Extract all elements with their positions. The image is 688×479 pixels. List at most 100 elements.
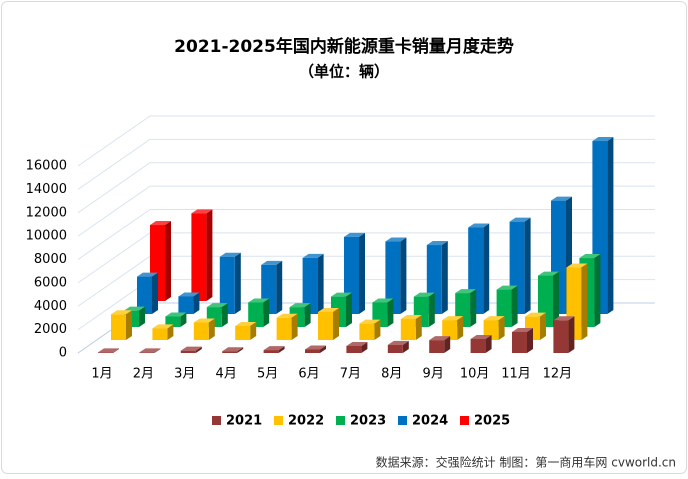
bar-top (191, 209, 213, 214)
grid-line (77, 185, 655, 237)
bar-top (426, 241, 448, 246)
y-tick-label: 8000 (34, 252, 67, 267)
bar-top (331, 292, 352, 297)
bar-side (457, 316, 464, 340)
bar-side (387, 298, 394, 327)
bar-side (263, 298, 270, 327)
bar-side (594, 254, 601, 327)
bar-side (483, 223, 490, 314)
chart-title: 2021-2025年国内新能源重卡销量月度走势 (174, 36, 514, 57)
chart-subtitle: （单位：辆） (299, 63, 389, 81)
bar-side (441, 241, 448, 314)
bar-top (579, 254, 601, 259)
bar-top (455, 289, 477, 294)
bar-top (124, 306, 145, 311)
bar-front (302, 257, 318, 314)
bar-front (442, 320, 458, 340)
bar-side (317, 253, 324, 314)
bar-side (581, 263, 588, 340)
bar (496, 285, 518, 327)
legend-swatch (212, 416, 221, 425)
bar-side (511, 285, 518, 327)
y-tick-label: 0 (59, 346, 67, 361)
bar-front (305, 349, 320, 353)
x-tick-label: 4月 (216, 367, 237, 382)
bar-top (178, 292, 200, 297)
bar-side (498, 316, 505, 340)
bar-top (276, 313, 298, 318)
bar-top (137, 272, 158, 277)
bar-side (234, 252, 241, 314)
bar-side (402, 340, 409, 353)
bar-top (525, 312, 546, 317)
bar-top (509, 217, 531, 222)
bar-top (553, 316, 575, 321)
bar-top (139, 348, 161, 353)
bar-front (137, 276, 152, 314)
bar (152, 324, 174, 340)
bar-front (193, 322, 209, 340)
bar-front (191, 213, 207, 301)
bar (442, 316, 464, 340)
y-tick-label: 10000 (26, 229, 67, 244)
bar-top (470, 334, 492, 339)
y-tick-label: 6000 (34, 275, 67, 290)
bar (359, 319, 381, 340)
bar-top (152, 324, 174, 329)
bar-side (374, 319, 381, 340)
legend-label: 2022 (288, 414, 324, 429)
bar (512, 327, 533, 353)
bar-top (318, 307, 339, 312)
bar-side (193, 292, 200, 314)
bar-top (538, 271, 559, 276)
bar (219, 252, 241, 314)
bar-front (346, 345, 362, 353)
bar-side (540, 312, 546, 340)
x-tick-label: 8月 (381, 367, 402, 382)
legend-swatch (398, 416, 407, 425)
legend-label: 2023 (350, 414, 386, 429)
bar (191, 209, 213, 301)
bar-side (304, 303, 311, 327)
grid-line (77, 138, 655, 190)
bar-top (512, 327, 533, 332)
grid-line (77, 162, 655, 214)
bar (193, 318, 215, 340)
bar-front (470, 338, 486, 353)
x-tick-label: 3月 (174, 367, 195, 382)
bar-side (553, 271, 559, 327)
bar-front (111, 314, 126, 340)
bar-side (527, 327, 533, 353)
bar-top (165, 312, 187, 317)
bar-top (193, 318, 215, 323)
bar-front (235, 325, 251, 340)
bar-top (387, 340, 409, 345)
bar-front (248, 302, 264, 327)
bar-top (111, 310, 132, 315)
bar (429, 336, 451, 353)
bar-front (553, 320, 569, 353)
bar-top (566, 263, 588, 268)
bar-front (263, 350, 279, 353)
bar (468, 223, 490, 314)
bar (346, 341, 368, 353)
x-tick-label: 12月 (543, 367, 573, 382)
bar-side (278, 346, 285, 353)
bar (248, 298, 270, 327)
bar-front (400, 318, 416, 340)
bar (111, 310, 132, 340)
bar-side (180, 312, 187, 327)
bar-front (222, 351, 238, 353)
bar-top (496, 285, 518, 290)
bar-side (359, 232, 365, 314)
grid-line (77, 209, 655, 260)
bar-top (468, 223, 490, 228)
bar-top (400, 314, 422, 319)
bar-top (302, 253, 324, 258)
bar-side (167, 324, 174, 340)
bar-front (429, 340, 445, 353)
bar-side (524, 217, 531, 314)
bar-top (372, 298, 394, 303)
bar (553, 316, 575, 353)
